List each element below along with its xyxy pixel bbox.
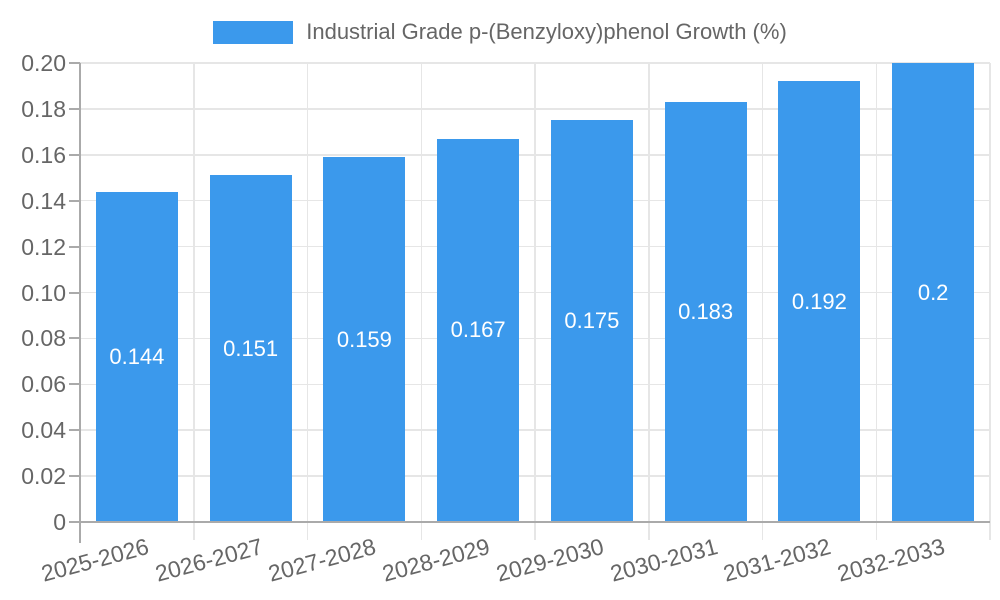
x-axis-line — [80, 521, 990, 523]
x-tick-label: 2026-2027 — [152, 533, 266, 587]
vertical-gridline — [306, 63, 309, 540]
vertical-gridline — [989, 63, 991, 540]
horizontal-gridline — [80, 62, 990, 64]
horizontal-gridline — [80, 245, 990, 248]
bar[interactable]: 0.159 — [323, 157, 406, 522]
horizontal-gridline — [80, 154, 990, 156]
legend-label: Industrial Grade p-(Benzyloxy)phenol Gro… — [306, 19, 787, 44]
y-tick — [69, 245, 80, 248]
y-tick-label: 0.14 — [21, 187, 66, 214]
horizontal-gridline — [80, 108, 990, 110]
vertical-gridline — [761, 63, 764, 540]
y-tick — [69, 153, 80, 156]
bar-value-label: 0.192 — [791, 288, 847, 314]
vertical-gridline — [420, 63, 422, 540]
y-tick — [69, 429, 80, 432]
y-tick — [69, 107, 80, 110]
y-tick — [69, 291, 80, 294]
horizontal-gridline — [80, 291, 990, 294]
y-tick-label: 0.18 — [21, 95, 66, 122]
bar[interactable]: 0.2 — [892, 63, 975, 522]
y-tick — [69, 199, 80, 202]
x-tick-label: 2029-2030 — [493, 533, 607, 587]
bar[interactable]: 0.192 — [778, 81, 861, 522]
bar[interactable]: 0.144 — [95, 191, 178, 522]
horizontal-gridline — [80, 475, 990, 477]
bar-value-label: 0.167 — [450, 317, 506, 343]
bar[interactable]: 0.151 — [209, 175, 292, 522]
x-tick-label: 2027-2028 — [265, 533, 379, 587]
vertical-gridline — [875, 63, 877, 540]
y-tick — [69, 383, 80, 386]
horizontal-gridline — [80, 199, 990, 202]
horizontal-gridline — [80, 383, 990, 386]
vertical-gridline — [193, 63, 195, 540]
y-tick-label: 0.06 — [21, 371, 66, 398]
x-tick-label: 2032-2033 — [834, 533, 948, 587]
x-tick-label: 2028-2029 — [379, 533, 493, 587]
y-tick-label: 0.04 — [21, 417, 66, 444]
y-tick — [69, 337, 80, 340]
y-tick-label: 0.16 — [21, 141, 66, 168]
y-tick-label: 0.10 — [21, 279, 66, 306]
legend[interactable]: Industrial Grade p-(Benzyloxy)phenol Gro… — [0, 19, 1000, 45]
bar-value-label: 0.159 — [336, 326, 392, 352]
bar-value-label: 0.2 — [917, 279, 949, 305]
bar[interactable]: 0.183 — [664, 102, 747, 522]
bar-value-label: 0.183 — [678, 298, 734, 324]
bar-value-label: 0.175 — [564, 308, 620, 334]
x-tick-label: 2030-2031 — [607, 533, 721, 587]
y-tick — [69, 62, 80, 64]
bar-value-label: 0.144 — [109, 343, 165, 369]
y-tick-label: 0.12 — [21, 233, 66, 260]
bar[interactable]: 0.167 — [437, 138, 520, 522]
y-tick — [69, 521, 80, 523]
y-tick-label: 0 — [53, 509, 66, 535]
legend-swatch — [213, 20, 294, 44]
horizontal-gridline — [80, 337, 990, 340]
y-tick-label: 0.20 — [21, 50, 66, 76]
vertical-gridline — [648, 63, 650, 540]
x-tick-label: 2031-2032 — [720, 533, 834, 587]
y-tick-label: 0.08 — [21, 325, 66, 352]
y-axis-line — [79, 63, 81, 543]
y-tick-label: 0.02 — [21, 463, 66, 490]
horizontal-gridline — [80, 429, 990, 431]
bar-value-label: 0.151 — [223, 335, 279, 361]
y-tick — [69, 475, 80, 478]
bar[interactable]: 0.175 — [550, 120, 633, 522]
x-tick-label: 2025-2026 — [38, 533, 152, 587]
vertical-gridline — [534, 63, 536, 540]
